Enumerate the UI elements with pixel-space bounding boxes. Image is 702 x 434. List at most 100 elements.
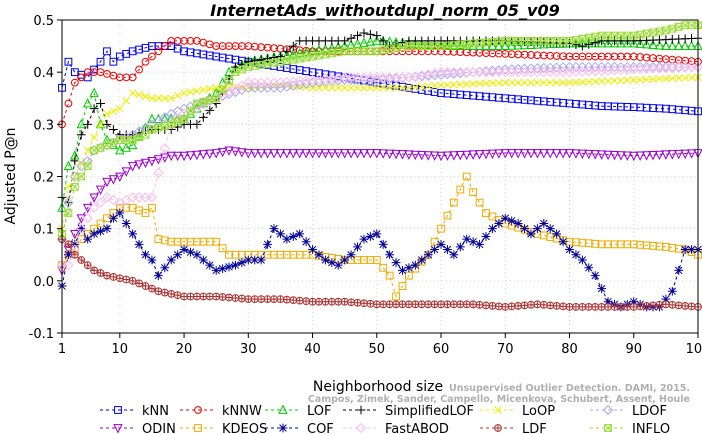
data-point	[585, 303, 593, 311]
data-point	[533, 37, 542, 45]
data-point	[649, 75, 657, 83]
data-point	[405, 42, 413, 50]
data-point	[193, 87, 201, 95]
data-point	[347, 47, 355, 56]
data-point	[469, 80, 477, 88]
data-point	[675, 301, 683, 309]
data-point	[500, 149, 510, 159]
legend-label: kNNW	[222, 404, 262, 419]
data-point	[635, 151, 645, 161]
data-point	[333, 41, 343, 52]
data-point	[278, 404, 288, 414]
data-point	[578, 35, 587, 43]
data-point	[320, 43, 331, 54]
data-point	[385, 84, 394, 92]
data-point	[495, 302, 503, 310]
data-point	[113, 424, 123, 434]
data-point	[217, 90, 228, 101]
data-point	[186, 88, 195, 96]
data-point	[302, 53, 310, 62]
data-point	[533, 78, 542, 87]
data-point	[520, 37, 529, 45]
data-point	[430, 81, 439, 90]
data-point	[308, 52, 317, 61]
data-point	[250, 62, 259, 70]
data-point	[282, 46, 292, 56]
data-point	[90, 133, 98, 142]
data-point	[495, 79, 503, 87]
data-point	[109, 138, 118, 147]
data-point	[70, 156, 80, 166]
data-point	[179, 245, 189, 254]
data-point	[410, 150, 421, 161]
x-tick-label: 80	[561, 342, 578, 357]
data-point	[225, 77, 233, 85]
data-point	[148, 94, 156, 103]
data-point	[218, 85, 227, 94]
data-point	[603, 297, 613, 307]
data-point	[668, 301, 676, 309]
data-point	[487, 149, 498, 160]
data-point	[250, 149, 260, 159]
data-point	[340, 47, 349, 56]
data-point	[674, 266, 684, 275]
data-point	[391, 258, 401, 267]
data-point	[90, 267, 98, 274]
data-point	[334, 298, 342, 306]
data-point	[521, 301, 528, 309]
data-point	[206, 293, 214, 300]
data-point	[141, 131, 150, 139]
data-point	[686, 149, 697, 159]
legend-item-kdeos: KDEOS	[180, 422, 267, 434]
data-point	[456, 80, 465, 89]
data-point	[147, 156, 157, 167]
data-point	[617, 303, 625, 311]
data-point	[559, 302, 567, 310]
data-point	[365, 29, 375, 39]
data-point	[668, 74, 677, 83]
data-point	[681, 302, 689, 310]
data-point	[64, 57, 73, 66]
data-point	[122, 97, 130, 105]
data-point	[379, 84, 387, 92]
data-point	[385, 45, 394, 53]
data-point	[578, 78, 587, 86]
data-point	[320, 149, 331, 159]
data-point	[70, 78, 79, 87]
data-point	[76, 224, 86, 234]
data-point	[463, 300, 471, 308]
data-point	[96, 99, 105, 108]
data-point	[674, 74, 683, 82]
data-point	[103, 141, 111, 149]
data-point	[399, 300, 406, 308]
data-point	[89, 104, 99, 114]
data-point	[636, 75, 644, 84]
data-point	[180, 115, 188, 123]
data-point	[257, 295, 265, 303]
data-point	[482, 38, 490, 47]
data-point	[636, 30, 644, 39]
data-point	[321, 84, 330, 92]
data-point	[405, 300, 413, 308]
legend-label: SimplifiedLOF	[385, 404, 474, 419]
data-point	[475, 79, 484, 88]
data-point	[192, 250, 202, 260]
data-point	[527, 37, 535, 45]
data-point	[224, 146, 234, 156]
data-point	[609, 37, 620, 48]
data-point	[153, 155, 164, 165]
data-point	[385, 271, 394, 280]
legend-item-knn: kNN	[100, 404, 169, 419]
data-point	[437, 224, 445, 233]
x-tick-label: 30	[240, 342, 257, 357]
data-point	[610, 77, 619, 85]
data-point	[366, 47, 375, 56]
data-point	[116, 136, 124, 144]
data-point	[141, 250, 150, 260]
series-odin	[57, 146, 702, 276]
data-point	[96, 144, 105, 152]
data-point	[520, 78, 529, 87]
data-point	[353, 31, 362, 41]
data-point	[192, 150, 202, 161]
data-point	[590, 150, 600, 160]
